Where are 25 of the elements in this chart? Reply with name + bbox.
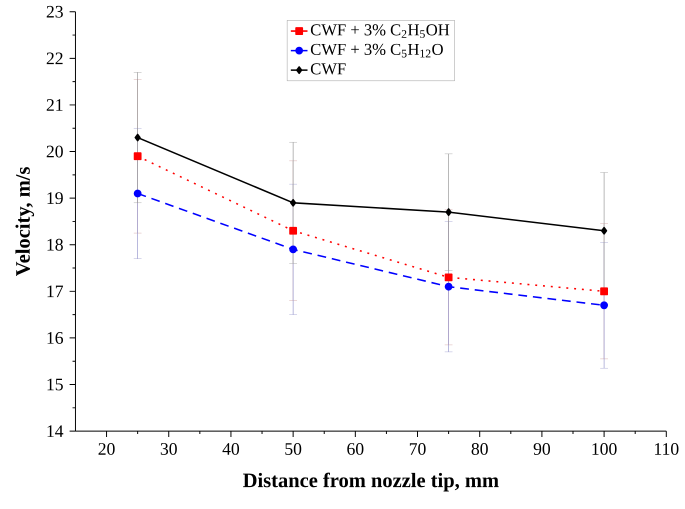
x-tick-label: 60 xyxy=(347,443,364,456)
y-tick-label: 19 xyxy=(48,192,63,204)
x-tick-label: 90 xyxy=(534,443,550,456)
y-tick-label: 22 xyxy=(46,52,63,64)
y-tick-label: 15 xyxy=(48,378,63,391)
x-tick-label: 30 xyxy=(160,443,177,456)
x-tick-label: 50 xyxy=(285,443,302,456)
x-tick-label: 40 xyxy=(222,443,240,456)
x-tick-label: 100 xyxy=(592,443,617,456)
y-tick-label: 23 xyxy=(46,6,63,18)
legend-label: CWF xyxy=(310,64,346,75)
x-tick-label: 20 xyxy=(98,443,115,456)
y-tick-label: 21 xyxy=(46,99,62,111)
x-axis-title: Distance from nozzle tip, mm xyxy=(243,472,499,492)
legend-label: CWF + 3% C$_{5}$H$_{12}$O xyxy=(310,44,443,58)
x-tick-label: 70 xyxy=(410,443,426,456)
y-tick-label: 17 xyxy=(48,286,64,298)
y-tick-label: 16 xyxy=(48,332,64,344)
x-tick-label: 80 xyxy=(472,443,488,456)
legend-label: CWF + 3% C$_{2}$H$_{5}$OH xyxy=(310,24,450,38)
y-axis-title: Velocity, m/s xyxy=(15,167,34,276)
y-tick-label: 18 xyxy=(48,239,63,251)
x-tick-label: 110 xyxy=(654,443,678,456)
y-tick-label: 20 xyxy=(46,146,63,158)
y-tick-label: 14 xyxy=(48,426,64,438)
